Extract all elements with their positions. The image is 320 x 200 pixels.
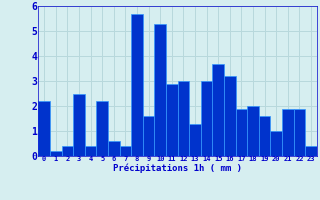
Bar: [120, 146, 131, 156]
Bar: [247, 106, 259, 156]
Bar: [85, 146, 96, 156]
Bar: [50, 151, 61, 156]
Bar: [155, 23, 166, 156]
Bar: [96, 101, 108, 156]
Bar: [143, 116, 155, 156]
Bar: [282, 108, 294, 156]
Bar: [38, 101, 50, 156]
Bar: [224, 76, 236, 156]
X-axis label: Précipitations 1h ( mm ): Précipitations 1h ( mm ): [113, 163, 242, 173]
Bar: [294, 108, 305, 156]
Bar: [62, 146, 73, 156]
Bar: [108, 141, 120, 156]
Bar: [178, 81, 189, 156]
Bar: [73, 94, 85, 156]
Bar: [259, 116, 270, 156]
Bar: [270, 131, 282, 156]
Bar: [212, 64, 224, 156]
Bar: [131, 14, 143, 156]
Bar: [236, 108, 247, 156]
Bar: [201, 81, 212, 156]
Bar: [305, 146, 317, 156]
Bar: [189, 123, 201, 156]
Bar: [166, 84, 178, 156]
